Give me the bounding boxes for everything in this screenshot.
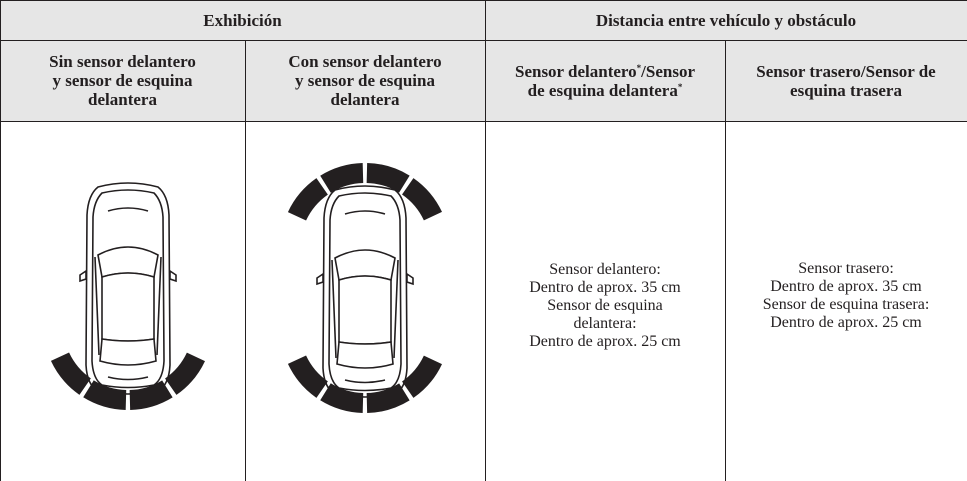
- column-header: Sensor trasero/Sensor de esquina trasera: [725, 40, 967, 121]
- group-header: Distancia entre vehículo y obstáculo: [485, 0, 967, 40]
- line: delantera:: [573, 315, 637, 332]
- line: y sensor de esquina: [295, 71, 435, 90]
- text: /Sensor: [641, 61, 696, 81]
- line: Dentro de aprox. 25 cm: [770, 314, 922, 331]
- border: [0, 40, 967, 41]
- line: Sensor delantero*/Sensor: [515, 62, 695, 81]
- text: esquina trasera: [790, 80, 902, 100]
- line: y sensor de esquina: [52, 71, 193, 90]
- line: Dentro de aprox. 25 cm: [529, 333, 681, 350]
- column-header: Con sensor delantero y sensor de esquina d…: [245, 40, 485, 121]
- line: de esquina delantera*: [528, 81, 683, 100]
- body-cell: Sensor trasero: Dentro de aprox. 35 cm Sen…: [725, 121, 967, 471]
- body-cell: Sensor delantero: Dentro de aprox. 35 cm S…: [485, 121, 725, 481]
- column-header: Sin sensor delantero y sensor de esquina d…: [0, 40, 245, 121]
- line: esquina trasera: [790, 81, 902, 100]
- header-text: Distancia entre vehículo y obstáculo: [595, 10, 857, 30]
- line: Sensor trasero:: [798, 260, 894, 277]
- text: Sensor delantero: [514, 61, 637, 81]
- car-front-rear-sensors: [297, 173, 433, 403]
- text: Sensor trasero/Sensor de: [756, 61, 936, 81]
- border: [725, 40, 726, 481]
- footnote-mark: *: [677, 81, 683, 92]
- group-header: Exhibición: [0, 0, 485, 40]
- text: de esquina delantera: [527, 80, 678, 100]
- border: [0, 121, 967, 122]
- border: [245, 40, 246, 481]
- line: Sensor de esquina trasera:: [762, 296, 930, 313]
- footnote-mark: *: [636, 62, 642, 73]
- line: Sensor de esquina: [547, 297, 663, 314]
- line: delantera: [88, 90, 157, 109]
- border: [485, 0, 486, 481]
- line: Sin sensor delantero: [49, 52, 196, 71]
- border: [0, 0, 1, 481]
- column-header: Sensor delantero*/Sensor de esquina delan…: [485, 40, 725, 121]
- border: [0, 0, 967, 1]
- line: Sensor delantero:: [549, 261, 661, 278]
- line: Con sensor delantero: [288, 52, 442, 71]
- line: Sensor trasero/Sensor de: [756, 62, 935, 81]
- line: Dentro de aprox. 35 cm: [529, 279, 681, 296]
- car-rear-sensors: [60, 182, 196, 400]
- line: delantera: [330, 90, 400, 109]
- line: Dentro de aprox. 35 cm: [770, 278, 922, 295]
- header-text: Exhibición: [203, 10, 282, 30]
